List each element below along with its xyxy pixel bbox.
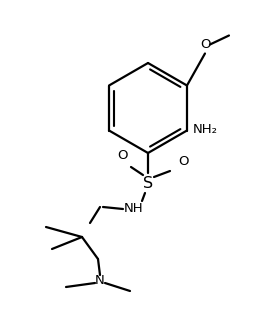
Text: NH: NH [124,202,144,215]
Text: O: O [178,155,188,168]
Text: O: O [117,149,127,162]
Text: NH₂: NH₂ [193,123,218,136]
Text: N: N [95,275,105,288]
Text: S: S [143,175,153,191]
Text: O: O [201,38,211,51]
